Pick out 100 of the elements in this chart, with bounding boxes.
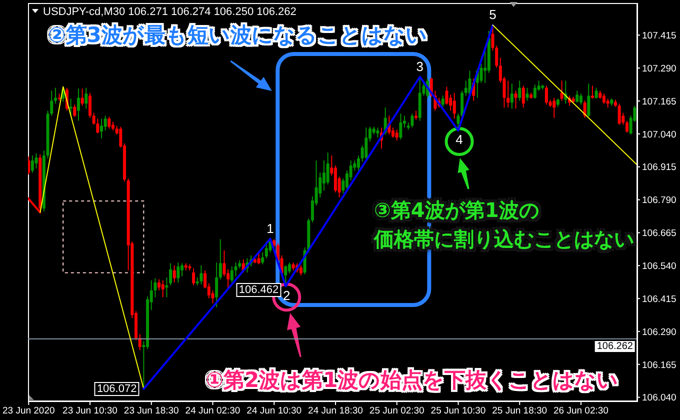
candlestick [506, 80, 510, 108]
candlestick [76, 88, 80, 122]
x-tick-label: 24 Jun 10:30 [246, 406, 302, 417]
candlestick [108, 116, 111, 130]
x-tick-label: 26 Jun 02:30 [554, 406, 608, 417]
candlestick [544, 85, 548, 106]
annotation: 1 [266, 220, 274, 236]
candlestick [464, 80, 468, 96]
candlestick [495, 45, 498, 68]
x-tick-label: 23 Jun 18:30 [124, 406, 179, 417]
candlestick [514, 90, 518, 110]
candlestick [326, 152, 330, 185]
candlestick [356, 155, 360, 172]
candlestick [288, 262, 291, 274]
candlestick [590, 85, 594, 100]
candlestick [560, 80, 564, 102]
x-tick-label: 23 Jun 2020 [2, 406, 55, 417]
candlestick [460, 90, 464, 118]
candlestick [100, 118, 103, 139]
y-tick-label: 106.165 [642, 360, 676, 371]
candlestick [161, 280, 164, 298]
candlestick [376, 127, 380, 138]
candlestick [587, 83, 590, 118]
candlestick [322, 160, 326, 192]
x-tick-label: 25 Jun 10:30 [430, 406, 486, 417]
candlestick [456, 113, 460, 131]
x-tick-label: 25 Jun 02:30 [369, 406, 424, 417]
y-tick-label: 106.915 [642, 162, 676, 174]
y-tick-label: 106.540 [642, 260, 676, 272]
x-tick-label: 24 Jun 18:30 [308, 406, 363, 417]
candlestick [264, 240, 268, 259]
candlestick [261, 252, 264, 265]
annotation: 106.462 [236, 283, 282, 298]
y-tick-label: 106.665 [642, 228, 676, 240]
annotation: 3 [416, 58, 424, 74]
candlestick [618, 103, 621, 126]
candlestick [594, 87, 598, 100]
candlestick [392, 127, 395, 138]
candlestick [34, 152, 38, 169]
candlestick [526, 87, 529, 102]
y-tick-label: 107.415 [642, 30, 676, 42]
annotation: 2 [283, 288, 290, 304]
candlestick [176, 262, 180, 283]
candlestick [218, 238, 222, 280]
candlestick [522, 85, 525, 108]
candlestick [138, 334, 142, 351]
annotation: 5 [489, 7, 496, 22]
candlestick [73, 104, 76, 118]
candlestick [169, 262, 172, 286]
candlestick [257, 252, 260, 265]
candlestick [480, 63, 483, 84]
annotation: 4 [456, 132, 463, 148]
y-tick-label: 107.165 [642, 96, 676, 108]
candlestick [576, 90, 579, 104]
candlestick [230, 266, 234, 283]
candlestick [104, 115, 107, 131]
candlestick [84, 87, 88, 110]
x-tick-label: 23 Jun 10:30 [62, 406, 118, 417]
candlestick [180, 262, 184, 277]
candlestick [410, 113, 414, 128]
candlestick [80, 88, 84, 106]
candlestick [192, 268, 196, 286]
x-tick-label: 24 Jun 02:30 [185, 406, 240, 417]
candlestick [88, 92, 92, 118]
candlestick [215, 262, 218, 308]
candlestick [172, 264, 176, 283]
candlestick [342, 178, 345, 194]
candlestick [28, 156, 30, 175]
candlestick [158, 278, 161, 291]
ref-line-label: 106.262 [594, 340, 635, 352]
y-tick-label: 107.040 [642, 129, 676, 140]
candlestick [452, 92, 456, 120]
annotation: ②第3波が最も短い波になることはない [48, 22, 428, 49]
candlestick [552, 97, 556, 118]
candlestick [441, 95, 444, 108]
annotation: 106.072 [94, 382, 140, 396]
y-tick-label: 106.790 [642, 195, 676, 206]
candlestick [445, 86, 448, 106]
candlestick [299, 264, 302, 276]
candlestick [625, 120, 628, 134]
candlestick [222, 250, 226, 277]
y-tick-label: 106.290 [642, 326, 676, 338]
chart-title: USDJPY-cd,M30 106.271 106.274 106.250 106.262 [43, 6, 296, 18]
y-tick-label: 106.040 [642, 392, 676, 404]
annotation: ①第2波は第1波の始点を下抜くことはない [206, 367, 619, 394]
candlestick [334, 165, 337, 193]
candlestick [364, 127, 368, 162]
candlestick [449, 94, 452, 112]
y-tick-label: 106.415 [642, 294, 676, 305]
candlestick [510, 83, 514, 110]
candlestick [602, 93, 606, 104]
candlestick [579, 93, 582, 106]
candlestick [30, 155, 34, 174]
y-tick-label: 107.290 [642, 63, 676, 74]
candlestick [399, 113, 402, 140]
candlestick [518, 80, 522, 102]
candlestick [165, 276, 168, 298]
candlestick [395, 129, 398, 141]
candlestick [533, 84, 536, 100]
x-tick-label: 25 Jun 18:30 [492, 406, 548, 417]
